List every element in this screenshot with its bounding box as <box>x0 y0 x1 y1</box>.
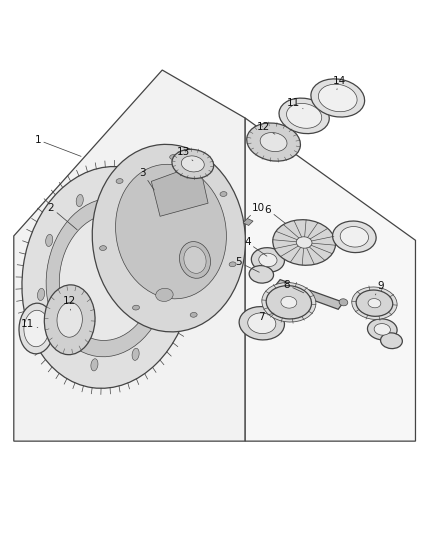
Ellipse shape <box>171 254 178 266</box>
Ellipse shape <box>251 248 284 272</box>
Ellipse shape <box>190 312 197 317</box>
Ellipse shape <box>99 246 106 251</box>
Polygon shape <box>245 118 416 441</box>
Ellipse shape <box>340 227 368 247</box>
Ellipse shape <box>133 305 139 310</box>
Ellipse shape <box>132 348 139 360</box>
Text: 12: 12 <box>257 122 275 134</box>
Ellipse shape <box>311 79 364 117</box>
Ellipse shape <box>91 359 98 371</box>
Ellipse shape <box>44 285 95 354</box>
Ellipse shape <box>19 303 54 354</box>
Text: 3: 3 <box>139 168 154 190</box>
Ellipse shape <box>381 333 403 349</box>
Polygon shape <box>243 219 253 225</box>
Ellipse shape <box>367 319 397 340</box>
Ellipse shape <box>260 133 287 151</box>
Ellipse shape <box>46 235 53 246</box>
Ellipse shape <box>279 98 329 134</box>
Ellipse shape <box>249 265 274 283</box>
Text: 9: 9 <box>375 281 384 295</box>
Ellipse shape <box>38 288 45 301</box>
Ellipse shape <box>262 282 316 322</box>
Ellipse shape <box>273 220 336 265</box>
Ellipse shape <box>266 286 311 319</box>
Ellipse shape <box>259 253 277 266</box>
Ellipse shape <box>55 336 62 348</box>
Ellipse shape <box>116 179 123 183</box>
Ellipse shape <box>247 123 300 161</box>
Ellipse shape <box>229 262 236 266</box>
Text: 13: 13 <box>177 147 193 161</box>
Ellipse shape <box>172 149 214 179</box>
Ellipse shape <box>24 310 49 347</box>
Ellipse shape <box>339 299 348 306</box>
Text: 2: 2 <box>48 203 77 230</box>
Text: 12: 12 <box>63 296 76 310</box>
Ellipse shape <box>239 306 284 340</box>
Ellipse shape <box>180 241 211 278</box>
Ellipse shape <box>46 198 169 357</box>
Ellipse shape <box>220 192 227 197</box>
Text: 11: 11 <box>21 319 38 329</box>
Ellipse shape <box>155 288 173 302</box>
Text: 14: 14 <box>332 76 346 90</box>
Ellipse shape <box>153 207 161 219</box>
Text: 6: 6 <box>265 205 285 223</box>
Text: 5: 5 <box>235 257 259 272</box>
Ellipse shape <box>181 156 204 172</box>
Ellipse shape <box>248 313 276 334</box>
Ellipse shape <box>117 184 124 196</box>
Ellipse shape <box>318 84 357 112</box>
Ellipse shape <box>76 195 83 207</box>
Ellipse shape <box>92 144 245 332</box>
Text: 7: 7 <box>258 312 274 322</box>
Polygon shape <box>14 70 245 441</box>
Polygon shape <box>151 164 208 216</box>
Ellipse shape <box>162 309 170 320</box>
Ellipse shape <box>116 164 226 299</box>
Ellipse shape <box>374 324 390 335</box>
Ellipse shape <box>281 296 297 308</box>
Ellipse shape <box>356 290 393 316</box>
Text: 1: 1 <box>35 135 81 156</box>
Ellipse shape <box>332 221 376 253</box>
Text: 11: 11 <box>286 98 303 109</box>
Ellipse shape <box>286 103 322 128</box>
Text: 10: 10 <box>247 203 265 219</box>
Polygon shape <box>275 280 343 309</box>
Ellipse shape <box>57 302 82 337</box>
Polygon shape <box>360 290 371 297</box>
Ellipse shape <box>22 166 194 389</box>
Text: 8: 8 <box>283 280 304 293</box>
Ellipse shape <box>296 237 312 248</box>
Ellipse shape <box>368 298 381 308</box>
Ellipse shape <box>184 247 206 273</box>
Ellipse shape <box>170 155 177 159</box>
Ellipse shape <box>59 214 156 341</box>
Ellipse shape <box>352 287 397 319</box>
Text: 4: 4 <box>244 238 267 256</box>
